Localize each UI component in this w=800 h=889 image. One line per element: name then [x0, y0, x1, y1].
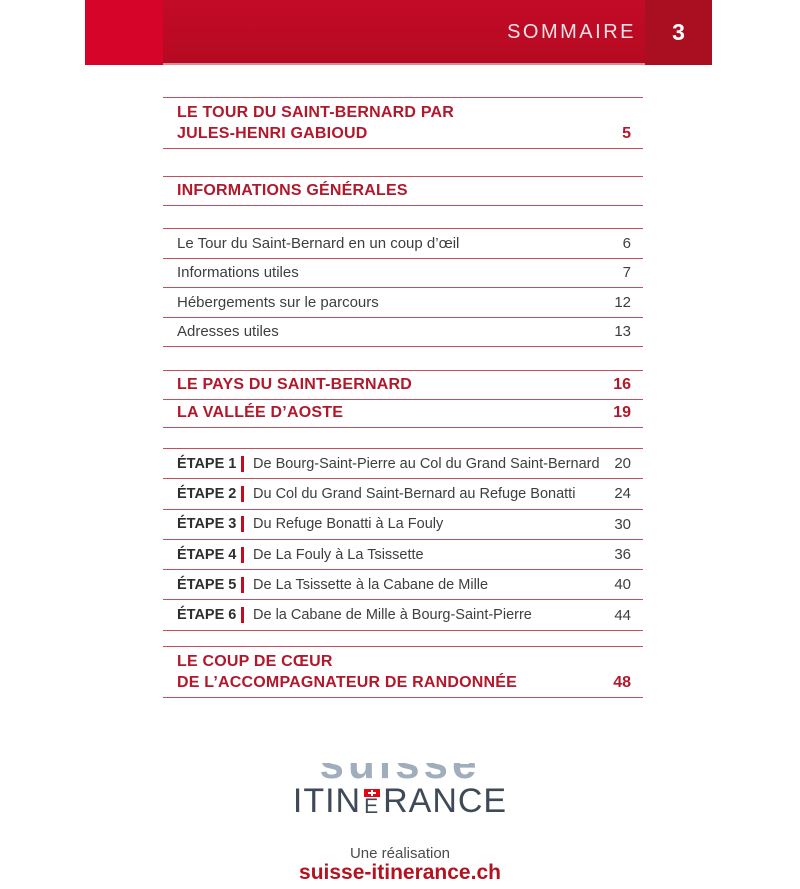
toc-item-row: Informations utiles 7: [163, 259, 643, 288]
toc-item-label: Hébergements sur le parcours: [177, 293, 379, 311]
etape-page: 40: [614, 576, 631, 594]
toc-block-infos-title: INFORMATIONS GÉNÉRALES: [163, 176, 643, 206]
toc-item-label: Adresses utiles: [177, 323, 279, 341]
etape-description: De la Cabane de Mille à Bourg-Saint-Pier…: [253, 607, 532, 624]
toc-item-page: 6: [622, 234, 631, 252]
logo-itinerance-wordmark: ITIN E RANCE: [0, 782, 800, 820]
logo-itinerance-right: RANCE: [383, 782, 508, 820]
toc-heading: JULES-HENRI GABIOUD: [177, 125, 368, 142]
toc-region-label: LA VALLÉE D’AOSTE: [177, 404, 344, 422]
logo-itinerance-left: ITIN: [292, 782, 362, 820]
etape-page: 20: [614, 455, 631, 473]
toc-block-etapes: ÉTAPE 1 De Bourg-Saint-Pierre au Col du …: [163, 448, 643, 631]
toc-region-label: LE PAYS DU SAINT-BERNARD: [177, 375, 413, 393]
toc-block-regions: LE PAYS DU SAINT-BERNARD 16 LA VALLÉE D’…: [163, 370, 643, 428]
toc-etape-row: ÉTAPE 1 De Bourg-Saint-Pierre au Col du …: [163, 449, 643, 480]
swiss-flag-icon: E: [361, 788, 383, 818]
header-accent-block: [85, 0, 163, 65]
toc-region-page: 16: [613, 375, 631, 393]
etape-label: ÉTAPE 3: [177, 516, 237, 533]
toc-heading: DE L’ACCOMPAGNATEUR DE RANDONNÉE: [177, 674, 518, 691]
etape-page: 44: [614, 606, 631, 624]
etape-separator-bar: [241, 516, 244, 533]
toc-etape-row: ÉTAPE 6 De la Cabane de Mille à Bourg-Sa…: [163, 600, 643, 631]
toc-region-page: 19: [613, 404, 631, 422]
etape-separator-bar: [241, 485, 244, 502]
etape-description: De La Tsissette à la Cabane de Mille: [253, 576, 489, 593]
toc-region-row: LE PAYS DU SAINT-BERNARD 16: [163, 371, 643, 400]
footer-tagline: Une réalisation: [349, 845, 451, 862]
header-page-number: 3: [645, 0, 712, 65]
toc-item-page: 13: [614, 323, 631, 341]
etape-label: ÉTAPE 1: [177, 455, 237, 472]
toc-item-label: Informations utiles: [177, 264, 299, 282]
etape-separator-bar: [241, 455, 244, 472]
etape-page: 24: [614, 485, 631, 503]
logo-suisse-text: suisse: [320, 763, 481, 786]
section-heading: INFORMATIONS GÉNÉRALES: [177, 182, 408, 199]
logo-e-letter: E: [364, 795, 380, 818]
etape-separator-bar: [241, 576, 244, 593]
etape-description: Du Refuge Bonatti à La Fouly: [253, 516, 444, 533]
etape-page: 30: [614, 515, 631, 533]
toc-page-number: 48: [613, 674, 631, 691]
toc-item-page: 7: [622, 264, 631, 282]
etape-label: ÉTAPE 4: [177, 546, 237, 563]
toc-etape-row: ÉTAPE 5 De La Tsissette à la Cabane de M…: [163, 570, 643, 601]
toc-item-row: Adresses utiles 13: [163, 318, 643, 347]
toc-etape-row: ÉTAPE 4 De La Fouly à La Tsissette 36: [163, 540, 643, 571]
etape-separator-bar: [241, 607, 244, 624]
toc-etape-row: ÉTAPE 2 Du Col du Grand Saint-Bernard au…: [163, 479, 643, 510]
toc-block-coup: LE COUP DE CŒUR DE L’ACCOMPAGNATEUR DE R…: [163, 646, 643, 698]
toc-block-intro: LE TOUR DU SAINT-BERNARD PAR JULES-HENRI…: [163, 97, 643, 149]
etape-description: Du Col du Grand Saint-Bernard au Refuge …: [253, 485, 576, 502]
etape-page: 36: [614, 546, 631, 564]
page-title: SOMMAIRE: [507, 21, 636, 43]
etape-description: De Bourg-Saint-Pierre au Col du Grand Sa…: [253, 455, 600, 472]
toc-block-items: Le Tour du Saint-Bernard en un coup d’œi…: [163, 228, 643, 347]
toc-etape-row: ÉTAPE 3 Du Refuge Bonatti à La Fouly 30: [163, 510, 643, 540]
toc-item-label: Le Tour du Saint-Bernard en un coup d’œi…: [177, 234, 460, 252]
etape-label: ÉTAPE 5: [177, 576, 237, 593]
etape-label: ÉTAPE 2: [177, 485, 237, 502]
toc-item-row: Hébergements sur le parcours 12: [163, 288, 643, 318]
toc-item-page: 12: [614, 293, 631, 311]
etape-separator-bar: [241, 546, 244, 563]
etape-label: ÉTAPE 6: [177, 607, 237, 624]
toc-heading: LE TOUR DU SAINT-BERNARD PAR: [177, 104, 455, 121]
toc-region-row: LA VALLÉE D’AOSTE 19: [163, 400, 643, 428]
header-bar: SOMMAIRE 3: [85, 0, 712, 65]
footer-website: suisse-itinerance.ch: [299, 861, 501, 884]
toc-heading: LE COUP DE CŒUR: [177, 653, 333, 670]
toc-page-number: 5: [622, 125, 631, 142]
toc-item-row: Le Tour du Saint-Bernard en un coup d’œi…: [163, 229, 643, 259]
etape-description: De La Fouly à La Tsissette: [253, 546, 424, 563]
logo-suisse-wordmark: suisse: [0, 763, 800, 787]
